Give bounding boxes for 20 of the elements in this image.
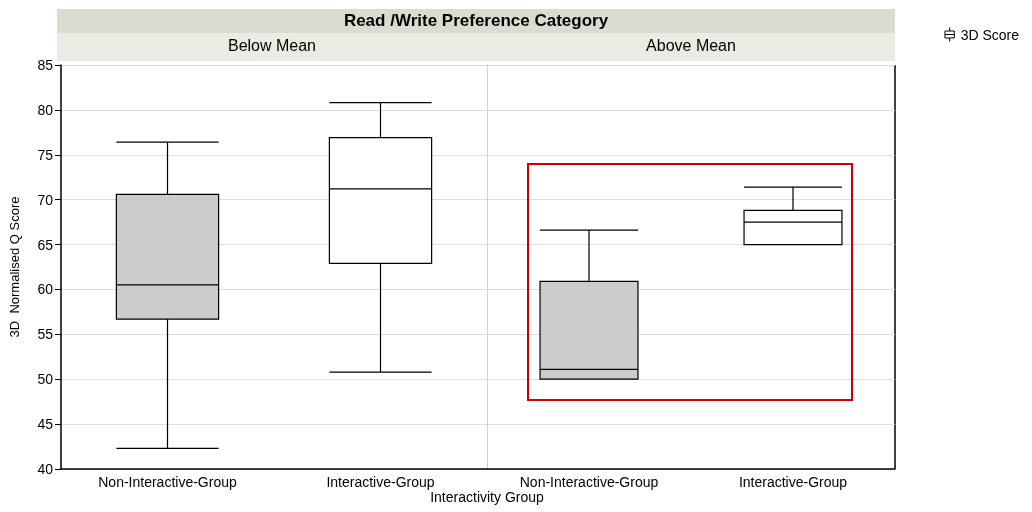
y-tick-label: 85 xyxy=(37,57,54,73)
y-tick-label: 55 xyxy=(37,326,54,343)
x-axis-title: Interactivity Group xyxy=(430,489,544,505)
chart-subtitle: Above Mean xyxy=(487,33,895,61)
y-axis-title: 3D Normalised Q Score xyxy=(7,196,22,338)
y-tick-label: 75 xyxy=(37,146,54,163)
x-tick-label: Interactive-Group xyxy=(738,474,848,490)
x-tick-label: Non-Interactive-Group xyxy=(98,474,237,490)
y-tick-label: 70 xyxy=(37,191,54,208)
chart-title: Read /Write Preference Category xyxy=(57,9,895,33)
y-tick-label: 60 xyxy=(37,281,54,298)
y-tick-label: 80 xyxy=(37,101,54,118)
y-tick-label: 50 xyxy=(37,371,54,388)
x-tick-label: Non-Interactive-Group xyxy=(519,474,659,490)
y-tick-label: 45 xyxy=(37,416,54,433)
chart-subtitle: Below Mean xyxy=(57,33,487,61)
legend-label: 3D Score xyxy=(960,26,1020,43)
y-tick-label: 65 xyxy=(37,236,54,253)
y-tick-label: 40 xyxy=(37,461,54,477)
x-tick-label: Interactive-Group xyxy=(326,474,435,490)
